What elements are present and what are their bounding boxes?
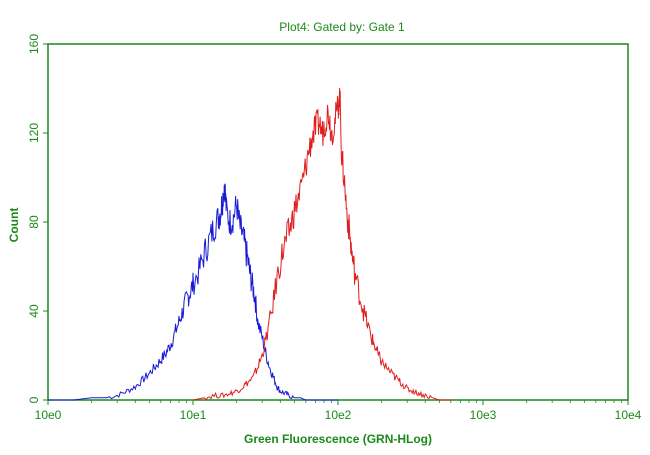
chart-title: Plot4: Gated by: Gate 1 (279, 20, 405, 34)
x-tick-label: 10e1 (180, 408, 207, 422)
x-tick-label: 10e4 (615, 408, 642, 422)
y-tick-label: 160 (27, 34, 41, 54)
x-tick-label: 10e0 (35, 408, 62, 422)
histogram-series-red (192, 87, 451, 401)
y-axis-label: Count (7, 208, 21, 243)
series-layer (48, 87, 451, 401)
x-axis-ticks: 10e0 10e1 10e2 10e3 10e4 (35, 400, 642, 422)
y-tick-label: 40 (27, 304, 41, 318)
y-tick-label: 120 (27, 123, 41, 143)
y-axis-ticks: 0 40 80 120 160 (27, 34, 48, 403)
histogram-series-blue (48, 183, 338, 401)
y-tick-label: 0 (27, 396, 41, 403)
x-tick-label: 10e2 (325, 408, 352, 422)
y-tick-label: 80 (27, 215, 41, 229)
x-tick-label: 10e3 (470, 408, 497, 422)
x-axis-label: Green Fluorescence (GRN-HLog) (244, 432, 432, 446)
